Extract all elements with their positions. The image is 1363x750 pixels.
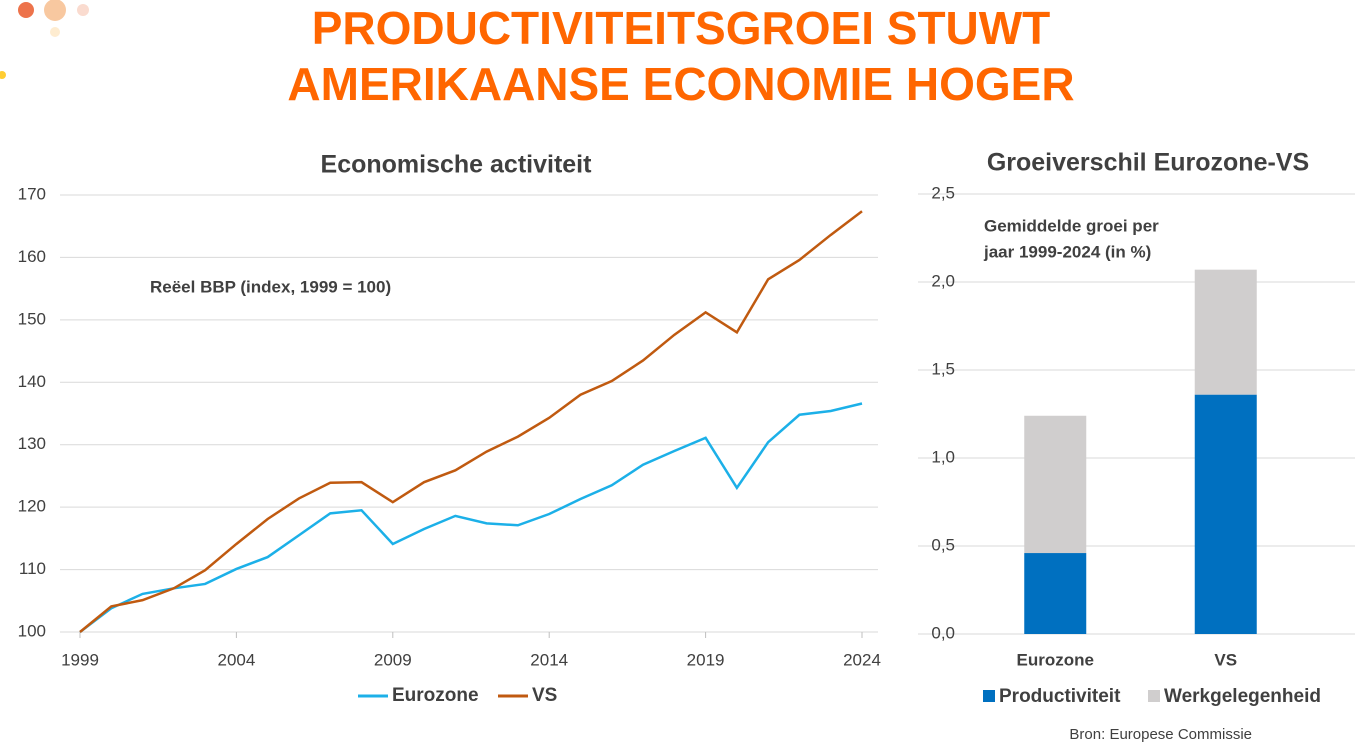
y-tick-label: 120 <box>18 497 46 516</box>
x-tick-label: 2014 <box>530 650 568 669</box>
bar-segment <box>1024 553 1087 634</box>
x-tick-label: VS <box>1214 650 1237 669</box>
x-tick-label: Eurozone <box>1017 650 1094 669</box>
x-tick-label: 2024 <box>843 650 881 669</box>
chart-title: Groeiverschil Eurozone-VS <box>987 149 1309 177</box>
y-tick-label: 1,0 <box>931 447 955 466</box>
y-tick-label: 2,0 <box>931 271 955 290</box>
data-line <box>79 210 863 633</box>
y-tick-label: 140 <box>18 372 46 391</box>
y-tick-label: 100 <box>18 621 46 640</box>
chart-title: Economische activiteit <box>321 151 593 179</box>
y-tick-label: 170 <box>18 184 46 203</box>
y-tick-label: 0,5 <box>931 535 955 554</box>
bar-segment <box>1194 269 1257 395</box>
legend-label: Werkgelegenheid <box>1164 686 1321 707</box>
bar-segment <box>1194 394 1257 634</box>
bar-segment <box>1024 415 1087 554</box>
x-tick-label: 1999 <box>61 650 99 669</box>
y-tick-label: 130 <box>18 434 46 453</box>
slide-title: PRODUCTIVITEITSGROEI STUWT <box>312 2 1051 54</box>
y-tick-label: 150 <box>18 309 46 328</box>
decoration <box>0 0 89 79</box>
legend-label: VS <box>532 685 557 706</box>
x-tick-label: 2019 <box>687 650 725 669</box>
legend-swatch <box>983 690 995 702</box>
y-tick-label: 110 <box>19 559 46 578</box>
y-tick-label: 0,0 <box>931 623 955 642</box>
source: Bron: Europese Commissie <box>1069 726 1252 743</box>
y-tick-label: 160 <box>18 247 46 266</box>
annotation: Reëel BBP (index, 1999 = 100) <box>150 277 391 296</box>
y-tick-label: 2,5 <box>931 183 955 202</box>
x-tick-label: 2004 <box>217 650 255 669</box>
legend-swatch <box>1148 690 1160 702</box>
annotation: Gemiddelde groei per <box>984 216 1159 235</box>
legend-label: Productiviteit <box>999 686 1121 707</box>
legend-label: Eurozone <box>392 685 479 706</box>
slide-title: AMERIKAANSE ECONOMIE HOGER <box>287 58 1074 110</box>
data-line <box>79 402 863 633</box>
annotation: jaar 1999-2024 (in %) <box>983 242 1151 261</box>
y-tick-label: 1,5 <box>931 359 955 378</box>
x-tick-label: 2009 <box>374 650 412 669</box>
